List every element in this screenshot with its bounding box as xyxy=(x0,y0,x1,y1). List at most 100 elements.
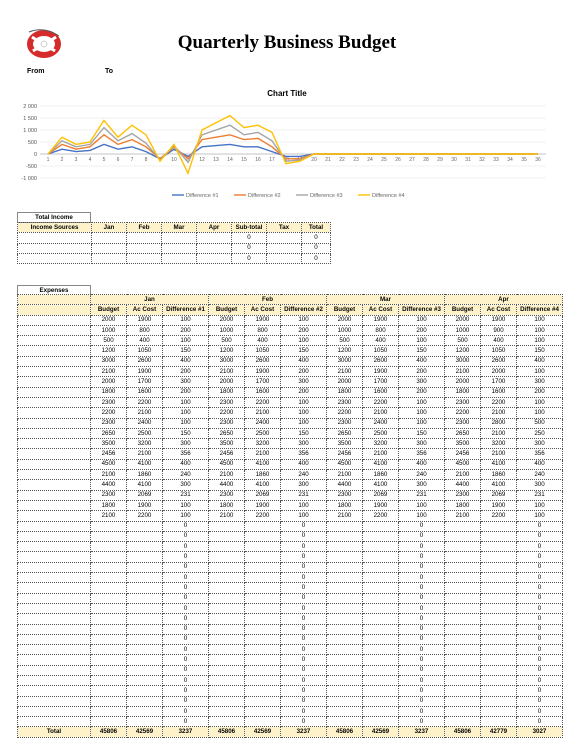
expense-cell[interactable]: 100 xyxy=(398,396,445,409)
expense-cell[interactable]: 300 xyxy=(398,438,445,450)
expense-name-cell[interactable] xyxy=(17,376,91,388)
expense-cell[interactable] xyxy=(326,674,363,687)
expense-cell[interactable] xyxy=(444,644,481,656)
expense-cell[interactable] xyxy=(208,633,245,646)
expense-cell[interactable]: 100 xyxy=(398,510,445,522)
expense-cell[interactable] xyxy=(326,530,363,543)
expense-cell[interactable]: 2000 xyxy=(90,376,127,388)
expense-name-cell[interactable] xyxy=(17,520,91,532)
expense-cell[interactable]: 1900 xyxy=(126,499,163,512)
expense-cell[interactable]: 2000 xyxy=(208,314,245,326)
expense-cell[interactable]: 356 xyxy=(162,448,209,460)
expense-cell[interactable]: 0 xyxy=(516,602,563,615)
expense-name-cell[interactable] xyxy=(17,551,91,563)
expense-cell[interactable]: 0 xyxy=(280,602,327,615)
expense-cell[interactable]: 240 xyxy=(280,469,327,481)
expense-cell[interactable] xyxy=(126,602,163,615)
expense-cell[interactable]: 4100 xyxy=(362,458,399,471)
expense-cell[interactable]: 100 xyxy=(280,314,327,326)
expense-cell[interactable]: 100 xyxy=(162,335,209,347)
expense-cell[interactable]: 2100 xyxy=(480,407,517,419)
income-cell[interactable] xyxy=(17,252,92,265)
expense-cell[interactable] xyxy=(326,602,363,615)
expense-name-cell[interactable] xyxy=(17,396,91,409)
expense-cell[interactable]: 2300 xyxy=(326,396,363,409)
expense-cell[interactable] xyxy=(326,582,363,594)
expense-cell[interactable]: 1600 xyxy=(126,386,163,398)
expense-cell[interactable]: 1900 xyxy=(244,366,281,378)
expense-cell[interactable]: 1900 xyxy=(244,314,281,326)
expense-cell[interactable]: 2200 xyxy=(362,510,399,522)
expense-name-cell[interactable] xyxy=(17,366,91,378)
income-cell[interactable] xyxy=(126,232,162,244)
expense-cell[interactable]: 4400 xyxy=(444,479,481,491)
expense-cell[interactable] xyxy=(126,664,163,676)
income-cell[interactable]: 0 xyxy=(301,252,331,265)
expense-cell[interactable] xyxy=(362,664,399,676)
expense-cell[interactable] xyxy=(244,592,281,604)
expense-cell[interactable] xyxy=(90,705,127,718)
expense-cell[interactable]: 356 xyxy=(398,448,445,460)
expense-cell[interactable]: 2000 xyxy=(480,366,517,378)
expense-cell[interactable]: 2069 xyxy=(244,489,281,501)
expense-cell[interactable] xyxy=(244,572,281,584)
expense-cell[interactable] xyxy=(362,716,399,728)
expense-cell[interactable]: 356 xyxy=(516,448,563,460)
expense-cell[interactable]: 0 xyxy=(162,541,209,553)
expense-cell[interactable]: 2200 xyxy=(90,407,127,419)
expense-cell[interactable]: 0 xyxy=(162,592,209,604)
expense-cell[interactable]: 300 xyxy=(516,438,563,450)
expense-cell[interactable]: 0 xyxy=(516,664,563,676)
expense-cell[interactable] xyxy=(362,674,399,687)
expense-cell[interactable]: 1000 xyxy=(208,324,245,337)
expense-cell[interactable]: 100 xyxy=(162,314,209,326)
expense-cell[interactable] xyxy=(90,613,127,625)
expense-cell[interactable]: 1600 xyxy=(244,386,281,398)
expense-cell[interactable]: 2500 xyxy=(362,427,399,440)
expense-cell[interactable]: 2100 xyxy=(244,448,281,460)
expense-cell[interactable]: 1000 xyxy=(90,324,127,337)
expense-cell[interactable]: 0 xyxy=(280,572,327,584)
expense-cell[interactable]: 400 xyxy=(162,355,209,368)
expense-cell[interactable] xyxy=(126,695,163,707)
expense-cell[interactable]: 2000 xyxy=(326,314,363,326)
expense-cell[interactable]: 100 xyxy=(516,396,563,409)
expense-cell[interactable] xyxy=(208,654,245,666)
expense-cell[interactable]: 231 xyxy=(398,489,445,501)
expense-name-cell[interactable] xyxy=(17,427,91,440)
expense-cell[interactable] xyxy=(362,644,399,656)
income-cell[interactable] xyxy=(17,242,92,254)
expense-cell[interactable]: 1700 xyxy=(362,376,399,388)
expense-name-cell[interactable] xyxy=(17,644,91,656)
expense-cell[interactable]: 1200 xyxy=(444,345,481,357)
expense-cell[interactable] xyxy=(126,530,163,543)
expense-cell[interactable] xyxy=(244,530,281,543)
expense-cell[interactable]: 500 xyxy=(90,335,127,347)
expense-cell[interactable] xyxy=(126,551,163,563)
expense-cell[interactable] xyxy=(90,695,127,707)
expense-cell[interactable] xyxy=(362,613,399,625)
expense-cell[interactable]: 0 xyxy=(162,716,209,728)
expense-cell[interactable]: 0 xyxy=(516,530,563,543)
expense-cell[interactable]: 0 xyxy=(280,582,327,594)
expense-cell[interactable] xyxy=(362,705,399,718)
expense-cell[interactable]: 1000 xyxy=(326,324,363,337)
expense-cell[interactable]: 3500 xyxy=(326,438,363,450)
expense-name-cell[interactable] xyxy=(17,674,91,687)
expense-name-cell[interactable] xyxy=(17,458,91,471)
expense-cell[interactable]: 500 xyxy=(444,335,481,347)
expense-cell[interactable] xyxy=(126,654,163,666)
expense-cell[interactable] xyxy=(444,520,481,532)
expense-cell[interactable]: 2300 xyxy=(208,417,245,429)
expense-name-cell[interactable] xyxy=(17,561,91,574)
expense-cell[interactable]: 400 xyxy=(362,335,399,347)
expense-cell[interactable]: 0 xyxy=(162,551,209,563)
income-cell[interactable] xyxy=(17,232,92,244)
expense-cell[interactable] xyxy=(480,664,517,676)
expense-cell[interactable]: 2100 xyxy=(326,366,363,378)
expense-cell[interactable] xyxy=(90,654,127,666)
expense-cell[interactable]: 2300 xyxy=(444,417,481,429)
expense-cell[interactable]: 100 xyxy=(162,510,209,522)
expense-cell[interactable]: 2100 xyxy=(126,448,163,460)
expense-cell[interactable]: 2300 xyxy=(326,489,363,501)
